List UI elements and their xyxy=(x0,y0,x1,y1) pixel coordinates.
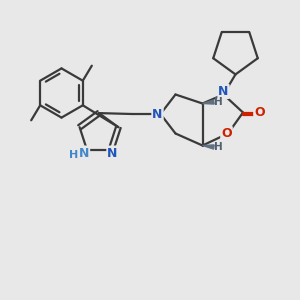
Text: N: N xyxy=(218,85,229,98)
Text: N: N xyxy=(79,146,89,160)
Text: H: H xyxy=(214,142,223,152)
Text: O: O xyxy=(254,106,265,119)
Text: O: O xyxy=(221,127,232,140)
Text: H: H xyxy=(69,150,78,161)
Text: N: N xyxy=(152,107,163,121)
Polygon shape xyxy=(202,145,214,149)
Text: N: N xyxy=(107,146,118,160)
Text: H: H xyxy=(214,97,223,107)
Polygon shape xyxy=(202,100,214,104)
